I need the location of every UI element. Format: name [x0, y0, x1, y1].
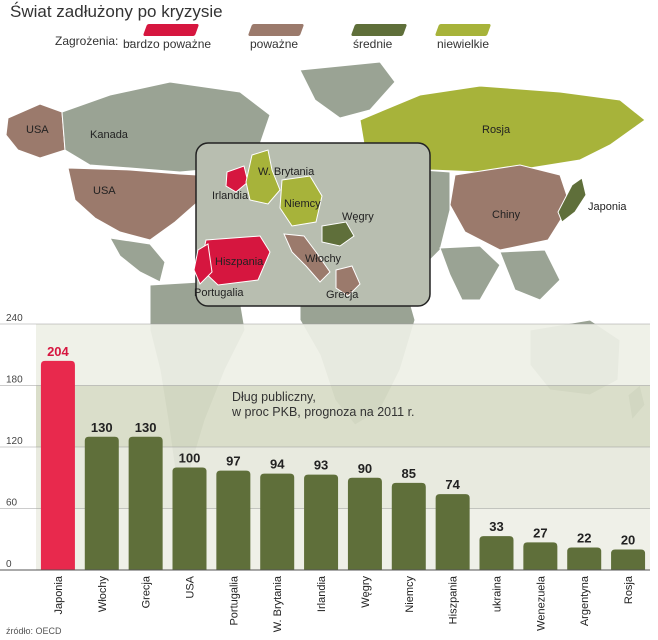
bar-value-label: 90 [358, 461, 372, 476]
legend-swatch-bardzo-powazne [142, 24, 200, 36]
x-tick-label: Włochy [97, 576, 109, 613]
bar [128, 436, 163, 570]
bar-value-label: 204 [47, 344, 69, 359]
bar-value-label: 74 [445, 477, 460, 492]
greece-shape [335, 265, 361, 297]
bar [523, 542, 558, 570]
chart-note-text: Dług publiczny, w proc PKB, prognoza na … [232, 390, 415, 419]
usa-shape [67, 167, 216, 241]
legend-label-bardzo-powazne: bardzo poważne [123, 37, 212, 51]
x-tick-label: Węgry [360, 576, 372, 608]
bar [304, 474, 339, 570]
greenland-shape [299, 61, 396, 119]
legend-swatch-srednie [350, 24, 408, 36]
se-asia-shape [499, 249, 561, 301]
bar [435, 494, 470, 570]
italy-shape [283, 233, 331, 283]
legend-label-niewielkie: niewielkie [437, 37, 490, 51]
uk-shape [245, 149, 281, 205]
map-label-wbrytania: W. Brytania [258, 166, 315, 178]
bar [347, 477, 382, 570]
map-label-rosja: Rosja [482, 124, 511, 136]
map-label-wegry: Węgry [342, 211, 374, 223]
y-tick-label: 60 [6, 498, 18, 509]
map-label-chiny: Chiny [492, 209, 521, 221]
bar-value-label: 94 [270, 457, 285, 472]
x-tick-label: USA [185, 575, 197, 598]
bar-value-label: 20 [621, 533, 635, 548]
legend: Zagrożenia: → bardzo poważne poważne śre… [55, 24, 515, 52]
x-tick-label: W. Brytania [272, 575, 284, 632]
bar-value-label: 22 [577, 530, 591, 545]
page-title: Świat zadłużony po kryzysie [10, 2, 223, 21]
india-shape [439, 245, 501, 301]
x-tick-label: Japonia [53, 575, 65, 614]
bar [611, 549, 646, 570]
bar [479, 536, 514, 570]
bar-value-label: 33 [489, 519, 503, 534]
portugal-shape [193, 243, 213, 285]
bar-value-label: 85 [402, 466, 416, 481]
bar [391, 482, 426, 570]
map-label-hiszpania: Hiszpania [215, 256, 264, 268]
chart-band [36, 324, 650, 386]
bar-chart: 0 60 120 180 240 204 Japonia 130 Włochy 130 Grecja… [0, 313, 650, 632]
legend-swatch-powazne [247, 24, 305, 36]
legend-swatch-niewielkie [434, 24, 492, 36]
japan-shape [557, 177, 587, 223]
map-label-irlandia: Irlandia [212, 190, 249, 202]
x-tick-label: Hiszpania [448, 575, 460, 624]
map-label-portugalia: Portugalia [194, 287, 244, 299]
y-tick-label: 240 [6, 313, 23, 324]
y-tick-label: 120 [6, 436, 23, 447]
europe-inset [193, 142, 431, 307]
alaska-shape [5, 103, 66, 159]
bar-value-label: 93 [314, 458, 328, 473]
central-america-shape [109, 237, 166, 283]
map-label-japonia: Japonia [588, 201, 627, 213]
source-note: źródło: OECD [6, 626, 62, 636]
x-tick-label: ukraina [492, 575, 504, 612]
bar [567, 547, 602, 570]
map-label-usa: USA [93, 185, 116, 197]
chart-band [36, 447, 650, 509]
arrow-right-icon: → [123, 33, 135, 47]
x-tick-label: Grecja [141, 575, 153, 608]
x-tick-label: Portugalia [228, 575, 240, 625]
map-label-wlochy: Włochy [305, 253, 342, 265]
x-tick-label: Argentyna [579, 575, 591, 626]
y-tick-label: 180 [6, 375, 23, 386]
chart-band [36, 508, 650, 570]
bar [216, 470, 251, 570]
hungary-shape [321, 221, 355, 247]
chart-note: Dług publiczny, w proc PKB, prognoza na … [232, 390, 472, 420]
map-label-kanada: Kanada [90, 129, 129, 141]
map-label-niemcy: Niemcy [284, 198, 321, 210]
x-tick-label: Wenezuela [535, 575, 547, 631]
bar [172, 467, 207, 570]
x-tick-label: Rosja [623, 575, 635, 604]
bar-value-label: 27 [533, 525, 547, 540]
bar-value-label: 100 [179, 451, 201, 466]
bar [260, 473, 295, 570]
ireland-shape [225, 165, 249, 193]
y-tick-label: 0 [6, 559, 12, 570]
bar-value-label: 130 [135, 420, 157, 435]
china-shape [449, 164, 571, 251]
bar-value-label: 130 [91, 420, 113, 435]
legend-title: Zagrożenia: [55, 34, 119, 48]
bar [40, 360, 75, 570]
legend-label-srednie: średnie [353, 37, 393, 51]
x-tick-label: Irlandia [316, 575, 328, 612]
bar [84, 436, 119, 570]
bar-value-label: 97 [226, 454, 240, 469]
x-tick-label: Niemcy [404, 576, 416, 613]
map-label-usa-alaska: USA [26, 124, 49, 136]
map-label-grecja: Grecja [326, 289, 359, 301]
legend-label-powazne: poważne [250, 37, 299, 51]
germany-shape [279, 175, 323, 227]
